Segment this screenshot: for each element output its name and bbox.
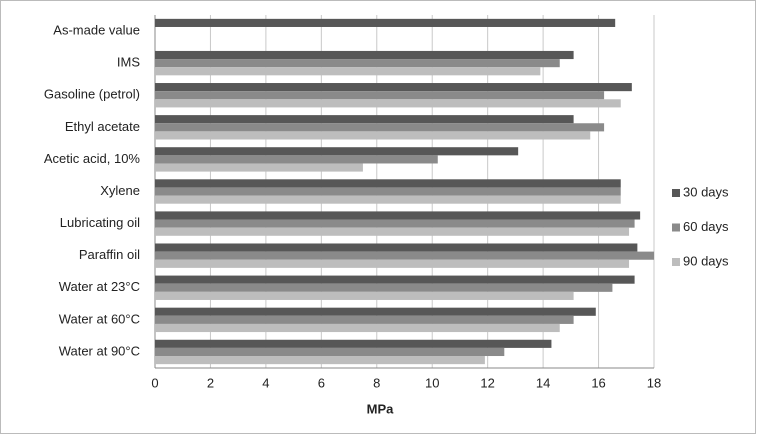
y-tick-label: Gasoline (petrol)	[44, 87, 140, 102]
x-tick-label: 16	[591, 375, 605, 390]
legend-swatch	[672, 223, 680, 232]
y-tick-label: Lubricating oil	[60, 215, 140, 230]
bar	[155, 99, 621, 108]
x-tick-label: 2	[207, 375, 214, 390]
legend-label: 60 days	[683, 219, 729, 234]
y-tick-label: Ethyl acetate	[65, 119, 140, 134]
bar	[155, 219, 635, 228]
bar	[155, 131, 591, 140]
x-tick-label: 0	[151, 375, 158, 390]
bar	[155, 155, 438, 164]
x-tick-label: 12	[480, 375, 494, 390]
legend-label: 30 days	[683, 184, 729, 199]
bar	[155, 67, 541, 76]
x-tick-label: 8	[373, 375, 380, 390]
y-tick-label: As-made value	[53, 22, 140, 37]
bar	[155, 91, 605, 100]
bar	[155, 283, 613, 292]
y-tick-label: Water at 90°C	[59, 343, 140, 358]
bar	[155, 259, 630, 268]
legend-swatch	[672, 258, 680, 266]
legend-swatch	[672, 189, 680, 197]
y-tick-label: Acetic acid, 10%	[44, 151, 141, 166]
bar	[155, 347, 505, 357]
x-tick-label: 6	[318, 375, 325, 390]
bar	[155, 315, 574, 324]
bar	[155, 195, 621, 204]
bar	[155, 291, 574, 300]
bar	[155, 123, 605, 132]
bar	[155, 115, 574, 124]
bar	[155, 307, 596, 316]
bar	[155, 211, 641, 220]
bar	[155, 50, 574, 60]
bar	[155, 275, 635, 284]
bar	[155, 339, 552, 348]
bar	[155, 179, 621, 188]
x-axis-label: MPa	[367, 401, 395, 416]
bar	[155, 59, 560, 68]
x-tick-label: 18	[647, 375, 661, 390]
y-tick-label: Paraffin oil	[79, 247, 140, 262]
legend-label: 90 days	[683, 253, 729, 268]
bar	[155, 323, 560, 333]
bar	[155, 227, 630, 236]
y-tick-label: Water at 23°C	[59, 279, 140, 294]
y-tick-label: Xylene	[100, 183, 140, 198]
bar	[155, 163, 363, 172]
bar	[155, 251, 654, 260]
x-tick-label: 10	[425, 375, 439, 390]
bar	[155, 187, 621, 196]
y-tick-label: IMS	[117, 55, 140, 70]
x-tick-label: 14	[536, 375, 550, 390]
bar	[155, 356, 485, 365]
y-tick-label: Water at 60°C	[59, 311, 140, 326]
bar	[155, 83, 632, 92]
bar	[155, 243, 638, 252]
x-tick-label: 4	[262, 375, 269, 390]
bar	[155, 147, 519, 156]
bar	[155, 18, 616, 27]
